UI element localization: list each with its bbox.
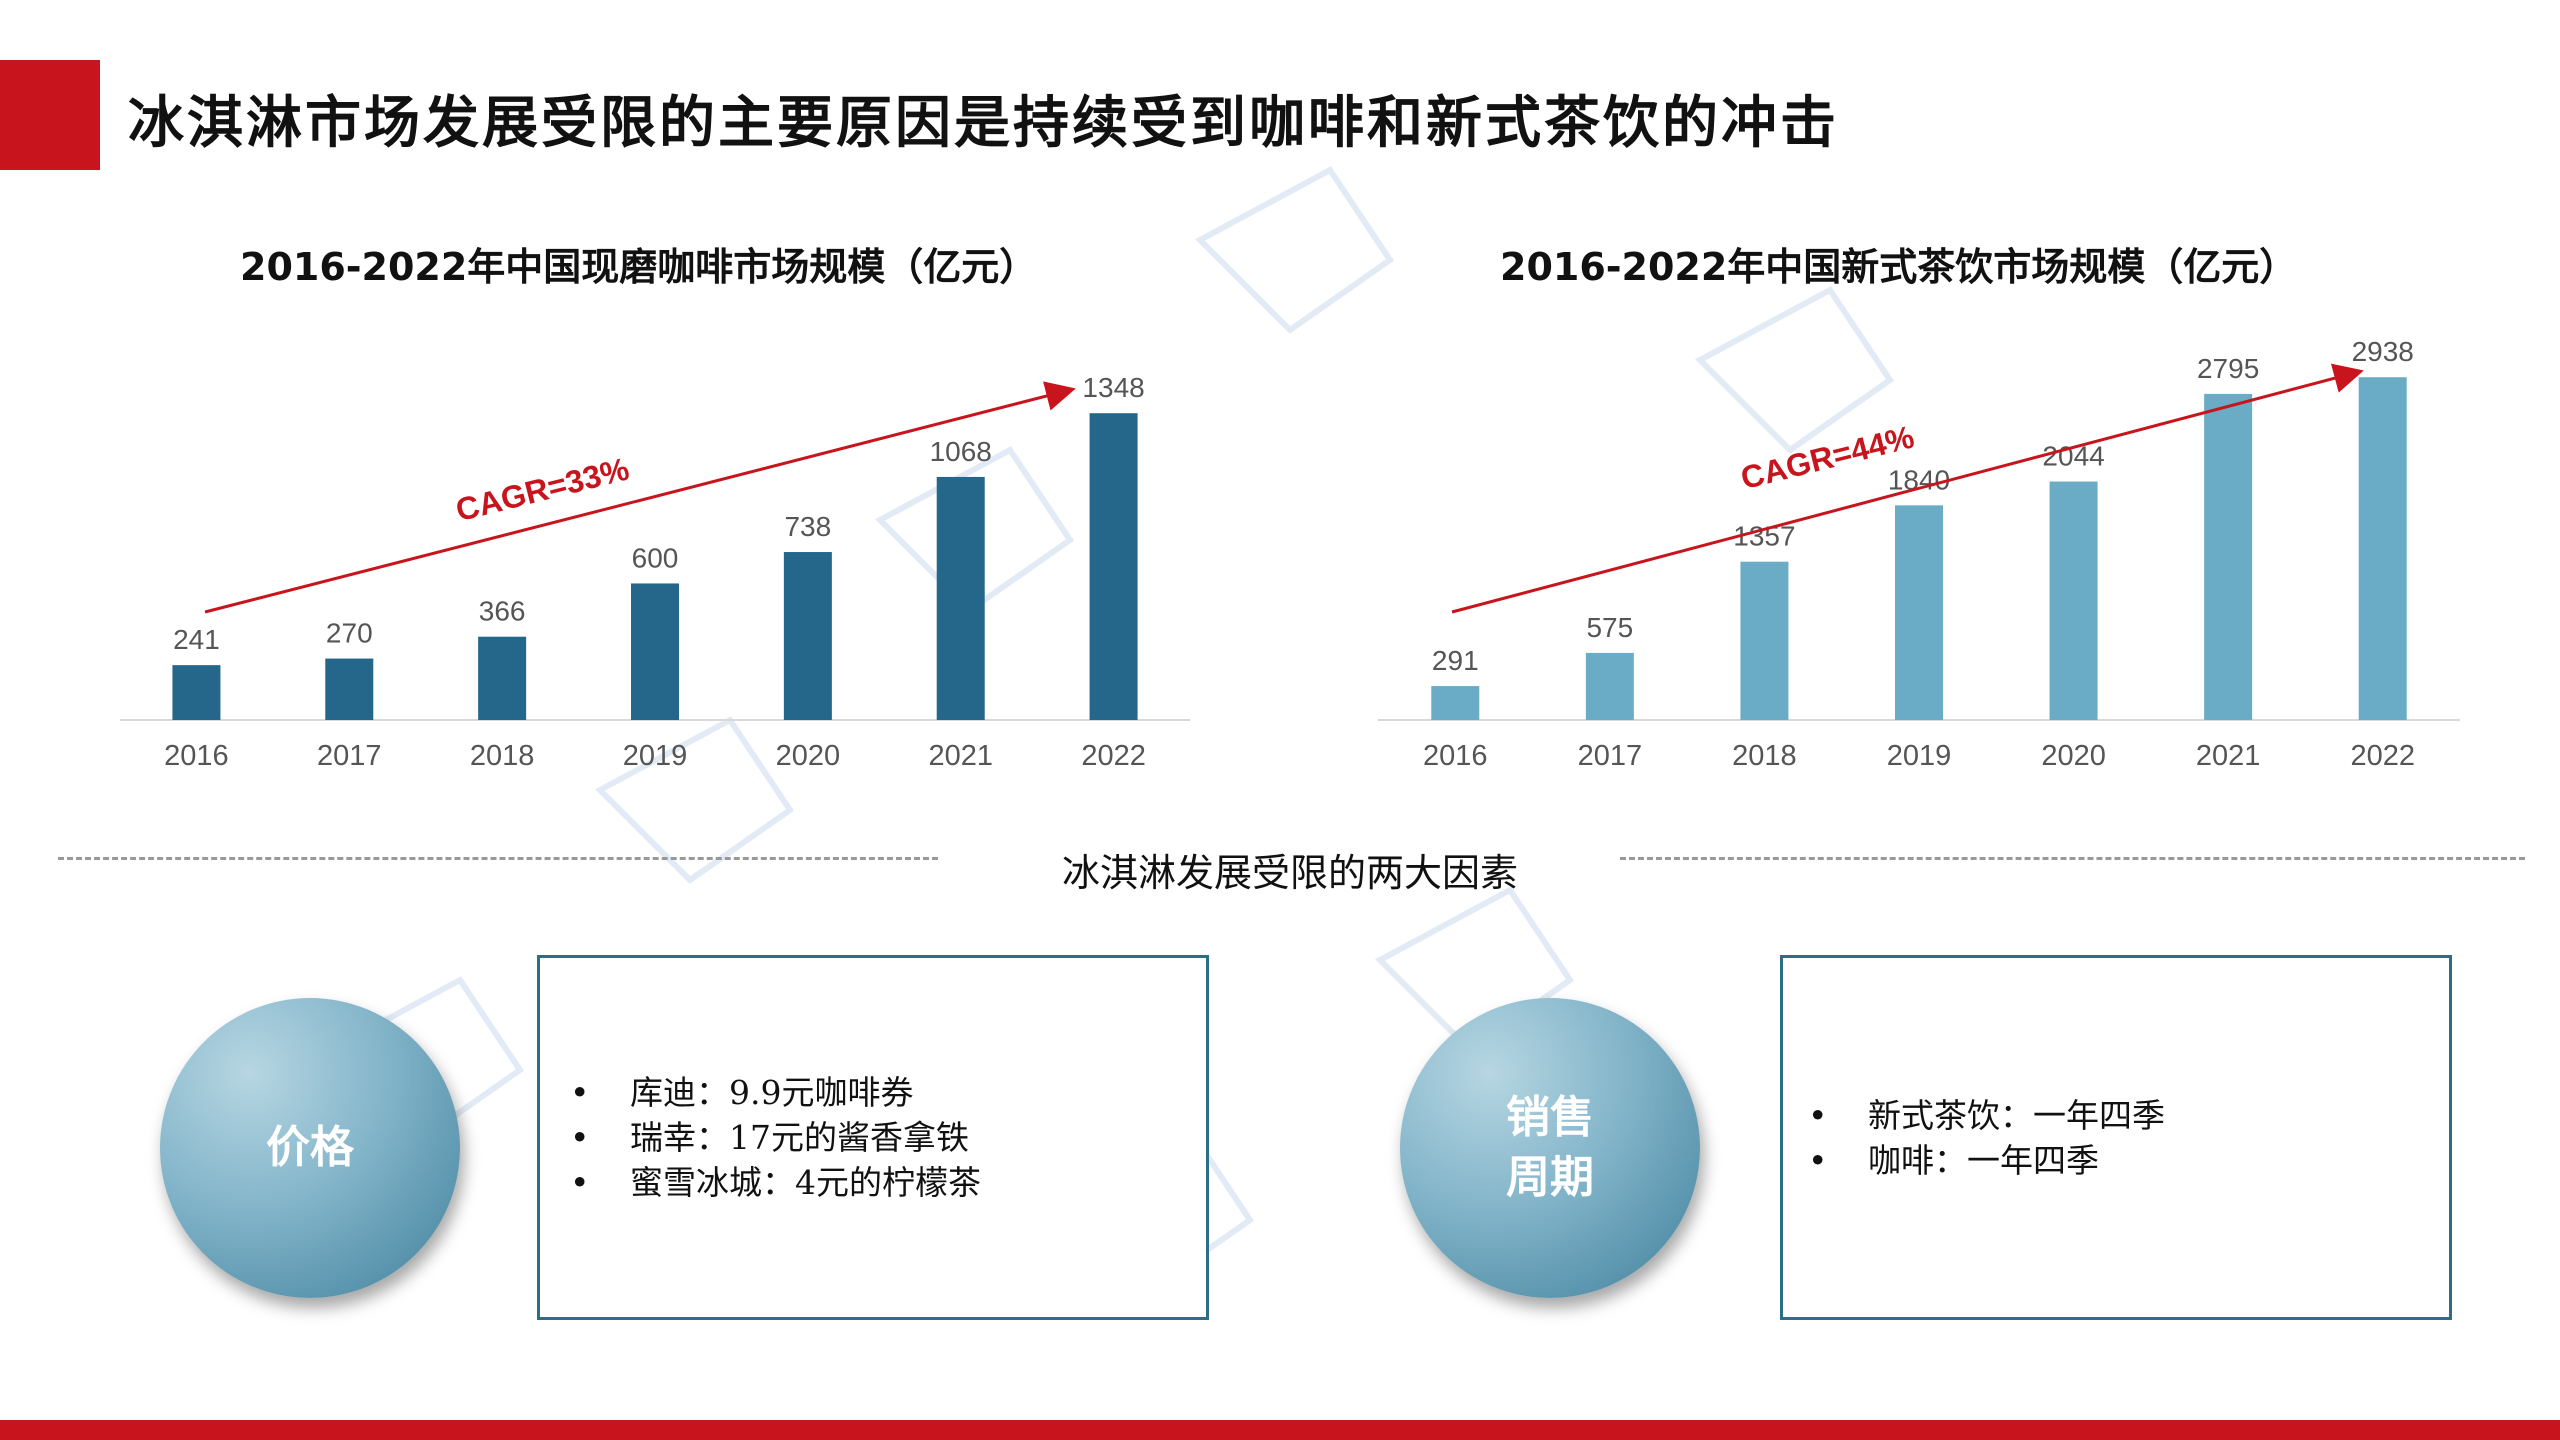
tea-tick-label-2017: 2017 (1578, 740, 1643, 772)
price-factor-label: 价格 (266, 1122, 354, 1173)
tea-tick-label-2022: 2022 (2350, 740, 2415, 772)
coffee-value-label-2019: 600 (632, 542, 679, 573)
coffee-bar-2019 (631, 583, 679, 720)
coffee-value-label-2016: 241 (173, 624, 220, 655)
tea-chart-title: 2016-2022年中国新式茶饮市场规模（亿元） (1500, 245, 2298, 289)
coffee-value-label-2020: 738 (784, 511, 831, 542)
list-item: 新式茶饮：一年四季 (1808, 1093, 2165, 1138)
list-item: 蜜雪冰城：4元的柠檬茶 (570, 1160, 981, 1205)
list-item: 库迪：9.9元咖啡券 (570, 1070, 981, 1115)
tea-trend-arrow (1451, 363, 2364, 614)
tea-tick-label-2016: 2016 (1423, 740, 1488, 772)
tea-bar-2016 (1431, 686, 1480, 720)
sales-cycle-factor-list: 新式茶饮：一年四季 咖啡：一年四季 (1808, 1093, 2165, 1183)
coffee-chart-title: 2016-2022年中国现磨咖啡市场规模（亿元） (240, 245, 1038, 289)
coffee-value-label-2021: 1068 (930, 436, 992, 467)
title-accent-block (0, 60, 100, 170)
tea-bar-2019 (1895, 505, 1943, 720)
page-title: 冰淇淋市场发展受限的主要原因是持续受到咖啡和新式茶饮的冲击 (128, 91, 1839, 156)
coffee-tick-label-2020: 2020 (776, 740, 841, 772)
tea-value-label-2021: 2795 (2197, 353, 2259, 384)
tea-tick-label-2019: 2019 (1887, 740, 1952, 772)
tea-tick-label-2020: 2020 (2041, 740, 2106, 772)
tea-value-label-2017: 575 (1586, 612, 1633, 643)
price-factor-circle: 价格 (160, 998, 460, 1298)
coffee-bar-2018 (478, 636, 527, 720)
tea-tick-label-2018: 2018 (1732, 740, 1797, 772)
coffee-tick-label-2018: 2018 (470, 740, 535, 772)
coffee-tick-label-2019: 2019 (623, 740, 688, 772)
tea-tick-label-2021: 2021 (2196, 740, 2261, 772)
coffee-value-label-2017: 270 (326, 618, 373, 649)
list-item: 瑞幸：17元的酱香拿铁 (570, 1115, 981, 1160)
divider-left (58, 857, 938, 860)
tea-value-label-2022: 2938 (2352, 336, 2414, 367)
coffee-bar-2022 (1089, 413, 1138, 720)
coffee-value-label-2018: 366 (479, 596, 526, 627)
list-item: 咖啡：一年四季 (1808, 1138, 2165, 1183)
coffee-bar-2021 (936, 476, 985, 720)
coffee-trend-arrow (204, 381, 1076, 614)
sales-cycle-factor-box: 新式茶饮：一年四季 咖啡：一年四季 (1780, 955, 2452, 1320)
price-factor-list: 库迪：9.9元咖啡券 瑞幸：17元的酱香拿铁 蜜雪冰城：4元的柠檬茶 (570, 1070, 981, 1205)
tea-value-label-2019: 1840 (1888, 464, 1950, 495)
coffee-tick-label-2022: 2022 (1081, 740, 1146, 772)
tea-value-label-2016: 291 (1432, 645, 1479, 676)
tea-bar-2020 (2049, 481, 2098, 720)
divider-right (1620, 857, 2525, 860)
tea-bar-2021 (2204, 393, 2253, 720)
sales-cycle-factor-circle: 销售 周期 (1400, 998, 1700, 1298)
coffee-tick-label-2016: 2016 (164, 740, 229, 772)
footer-bar (0, 1420, 2560, 1440)
tea-bar-2018 (1740, 561, 1789, 720)
coffee-bar-2016 (172, 665, 221, 720)
tea-bar-2017 (1585, 652, 1634, 720)
coffee-cagr-label: CAGR=33% (452, 450, 632, 528)
market-size-charts: 241 2016 270 2017 366 2018 600 2019 738 2020 1068 2… (120, 336, 2460, 772)
coffee-bar-2017 (325, 658, 374, 720)
sales-cycle-factor-label: 销售 周期 (1506, 1092, 1594, 1203)
coffee-value-label-2022: 1348 (1082, 372, 1144, 403)
coffee-tick-label-2021: 2021 (928, 740, 993, 772)
coffee-tick-label-2017: 2017 (317, 740, 382, 772)
tea-value-label-2020: 2044 (2042, 441, 2104, 472)
price-factor-box: 库迪：9.9元咖啡券 瑞幸：17元的酱香拿铁 蜜雪冰城：4元的柠檬茶 (537, 955, 1209, 1320)
coffee-bar-2020 (783, 552, 832, 720)
factors-heading: 冰淇淋发展受限的两大因素 (1061, 851, 1518, 895)
tea-bar-2022 (2358, 377, 2407, 720)
